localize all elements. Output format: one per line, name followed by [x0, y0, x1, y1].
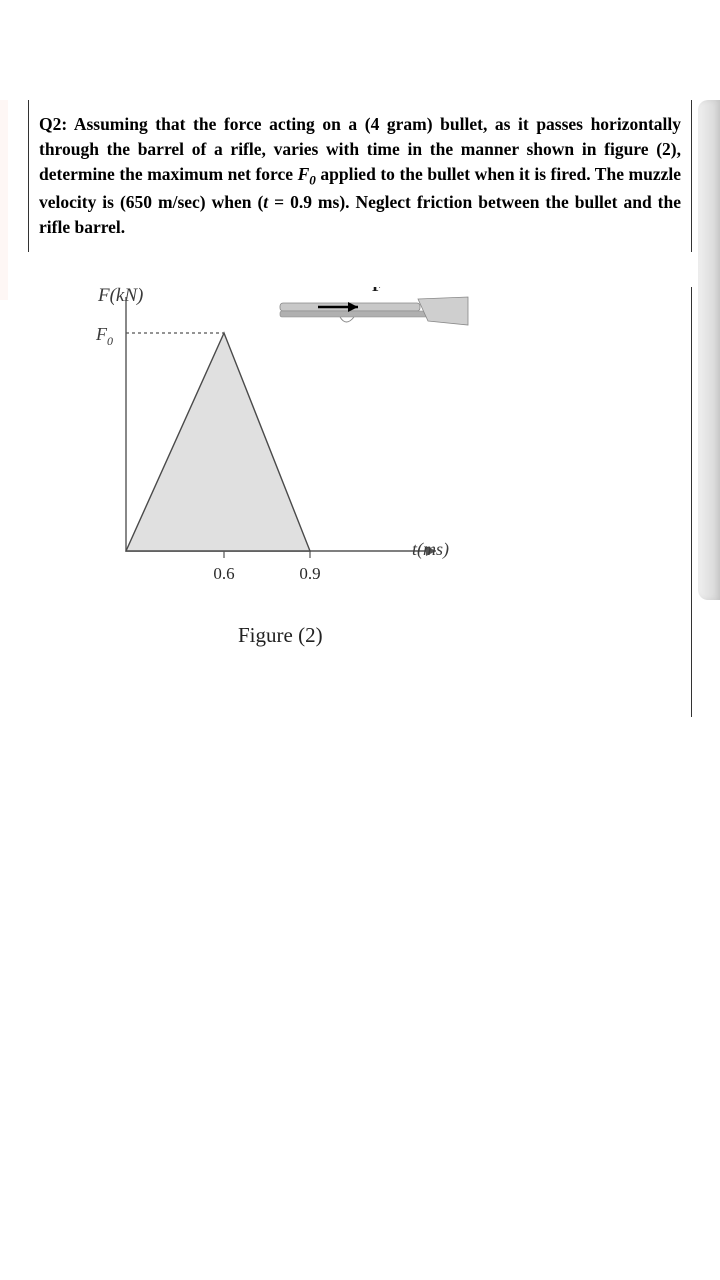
x-tick-label-2: 0.9 — [299, 564, 320, 583]
rifle-trigger — [340, 317, 354, 322]
y-tick-label: F0 — [95, 324, 113, 348]
force-symbol: F — [298, 164, 310, 184]
rifle-illustration — [280, 297, 468, 325]
question-prefix: Q2: — [39, 114, 74, 134]
rifle-force-label: F — [372, 287, 382, 295]
rifle-lower — [280, 311, 430, 317]
chart-svg-wrap: F0 0.6 0.9 t(ms) — [60, 287, 490, 622]
rifle-stock — [418, 297, 468, 325]
chart-svg: F0 0.6 0.9 t(ms) — [60, 287, 490, 617]
x-tick-label-1: 0.6 — [213, 564, 234, 583]
figure-area: F(kN) F0 — [28, 287, 692, 717]
decorative-left-accent — [0, 100, 8, 300]
decorative-right-rail — [698, 100, 720, 600]
x-axis-label: t(ms) — [412, 539, 449, 560]
question-block: Q2: Assuming that the force acting on a … — [28, 100, 692, 252]
figure-caption: Figure (2) — [238, 623, 323, 648]
question-text: Q2: Assuming that the force acting on a … — [39, 112, 681, 240]
page-content: Q2: Assuming that the force acting on a … — [28, 100, 692, 717]
force-triangle — [126, 333, 310, 551]
